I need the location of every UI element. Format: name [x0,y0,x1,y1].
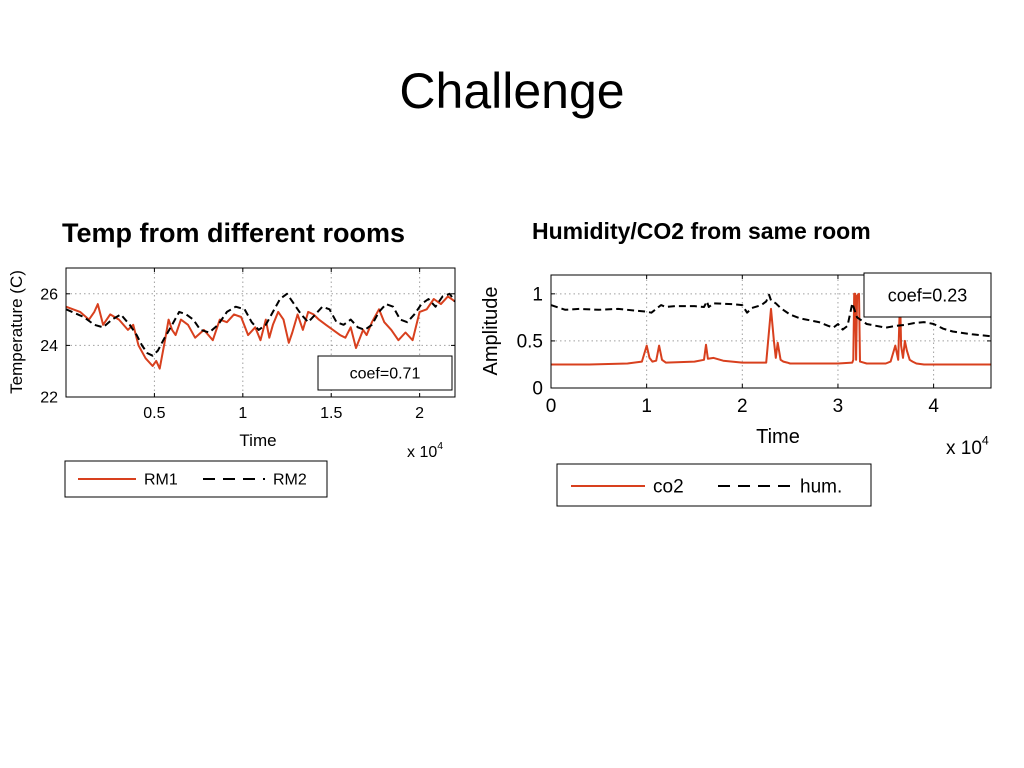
chart1-xtick-label: 2 [415,405,424,422]
chart2-series-group [551,292,991,366]
chart1-coef-label: coef=0.71 [350,366,421,383]
chart2-x-multiplier: x 104 [946,434,989,460]
chart1-series-group [66,292,455,370]
slide-title: Challenge [399,63,625,119]
chart1-series-rm1-line [66,295,455,370]
chart1-x-multiplier: x 104 [407,441,443,461]
chart1-ytick-label: 22 [40,390,58,407]
chart1-x-multiplier-exponent: 4 [437,441,443,452]
chart1-coef-box [317,355,453,391]
chart1-ytick-label: 26 [40,286,58,303]
chart2-coef-label: coef=0.23 [888,285,968,305]
chart2-ytick-label: 1 [532,284,543,305]
chart1-y-axis-label: Temperature (C) [7,270,26,394]
chart2-plot-frame [550,274,992,389]
chart2-x-multiplier-base: x 10 [946,438,982,459]
chart2-coef-box [863,272,992,318]
chart2-xtick-label: 3 [833,396,844,417]
chart2-xtick-label: 0 [546,396,557,417]
chart1-x-multiplier-base: x 10 [407,444,437,461]
chart2-xtick-label: 1 [641,396,652,417]
chart1-x-axis-label: Time [239,431,276,450]
chart1-plot-frame [65,267,456,398]
chart2-series-co2-line [551,292,991,366]
chart2-x-axis-label: Time [756,426,800,448]
chart2-legend-label: hum. [800,477,842,498]
chart2-y-axis-label: Amplitude [480,287,502,376]
right-chart-heading: Humidity/CO2 from same room [532,218,871,244]
chart1-legend-label: RM1 [144,472,178,489]
chart1-legend-label: RM2 [273,472,307,489]
chart1-legend-box [64,460,328,498]
chart2-xtick-label: 4 [928,396,939,417]
chart1-xtick-label: 1 [238,405,247,422]
chart2-xtick-label: 2 [737,396,748,417]
chart2-x-multiplier-exponent: 4 [982,434,989,448]
chart1-xtick-label: 0.5 [143,405,165,422]
left-chart-heading: Temp from different rooms [62,218,406,248]
chart2-ytick-label: 0 [532,379,543,400]
chart1-series-rm2-line [66,292,455,357]
chart1-xtick-label: 1.5 [320,405,342,422]
chart1-ytick-label: 24 [40,338,58,355]
chart2-ytick-label: 0.5 [517,332,543,353]
chart2-legend-label: co2 [653,477,684,498]
